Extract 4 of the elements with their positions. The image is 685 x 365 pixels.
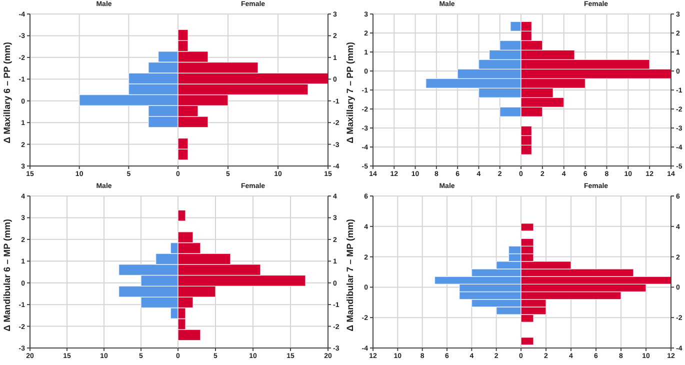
y-axis-title: Δ Maxillary 7 – PP (mm) — [345, 42, 355, 144]
y-axis-title: Δ Maxillary 6 – PP (mm) — [2, 42, 12, 144]
y-axis-title: Δ Mandibular 7 – MP (mm) — [345, 218, 355, 332]
y-axis-title: Δ Mandibular 6 – MP (mm) — [2, 218, 12, 332]
